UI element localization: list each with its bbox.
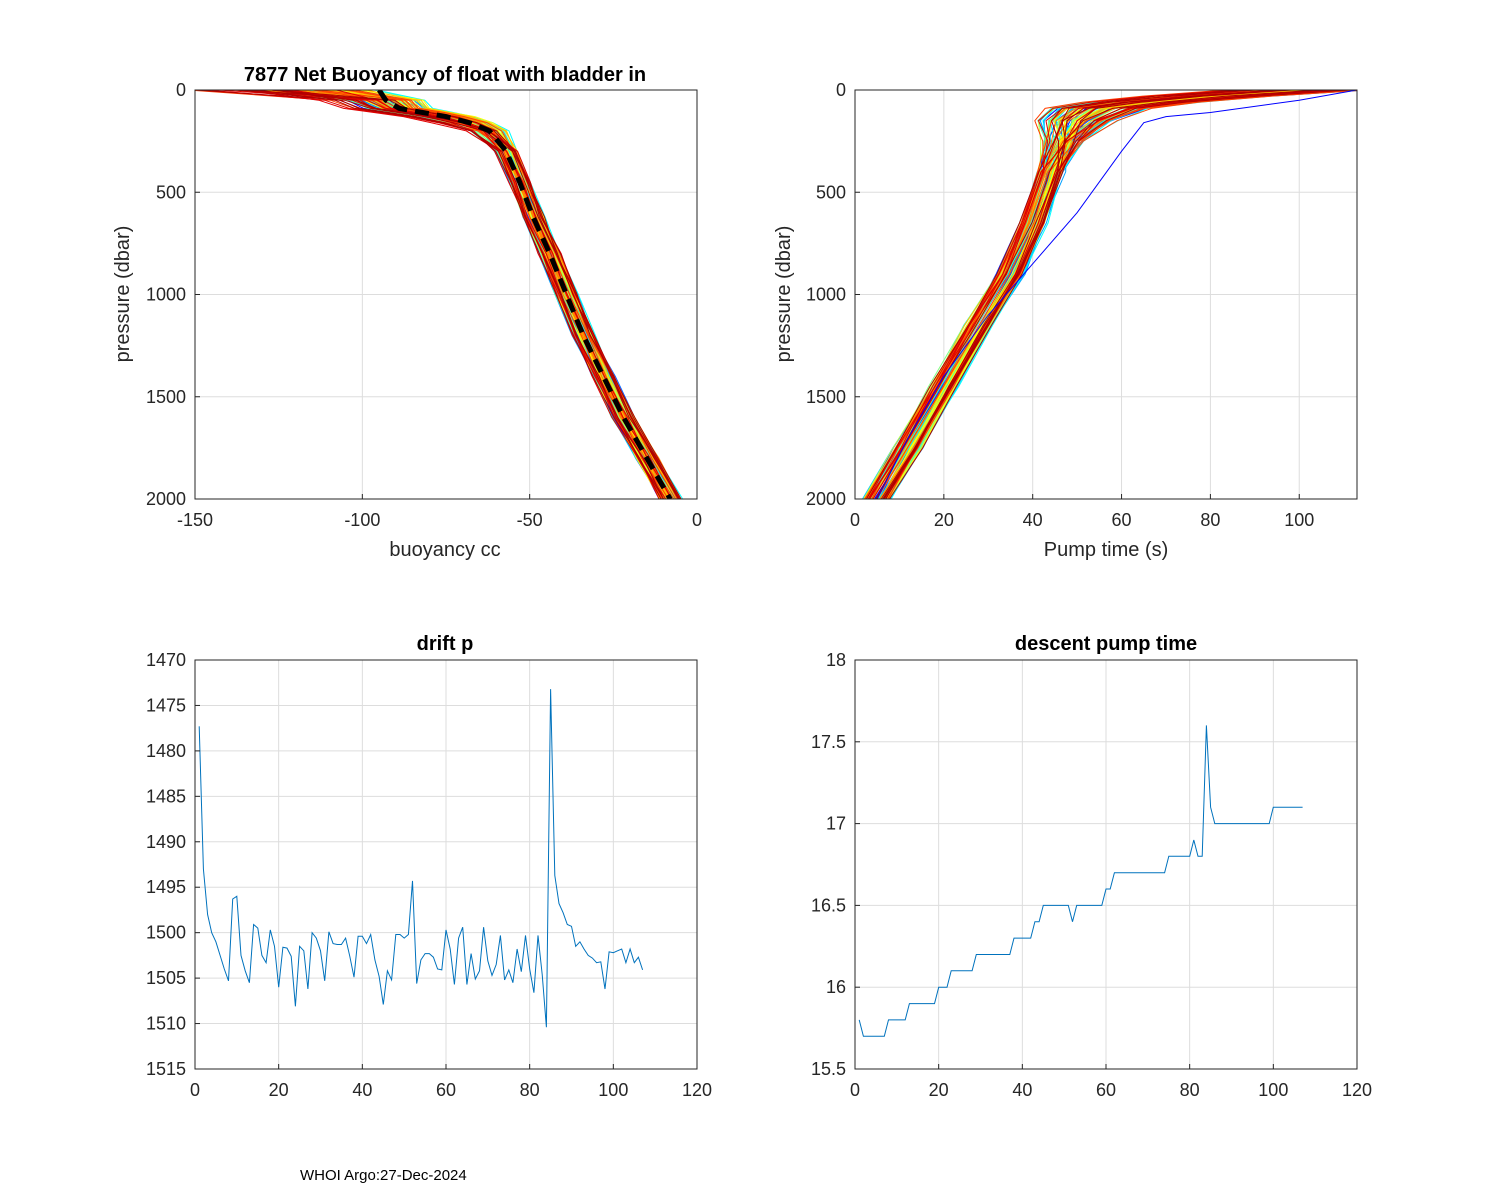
buoyancy-profile-line — [256, 90, 664, 499]
descent-series — [858, 725, 1303, 1037]
buoyancy-ytick-label: 1500 — [146, 387, 186, 407]
buoyancy-xtick-label: -100 — [344, 510, 380, 530]
drift-xtick-label: 40 — [352, 1080, 372, 1100]
descent-ytick-label: 15.5 — [811, 1059, 846, 1079]
descent-xtick-label: 40 — [1012, 1080, 1032, 1100]
buoyancy-ylabel: pressure (dbar) — [112, 226, 134, 363]
descent-ytick-label: 16.5 — [811, 895, 846, 915]
descent-ytick-label: 17 — [826, 814, 846, 834]
footer-stamp: WHOI Argo:27-Dec-2024 — [300, 1167, 467, 1184]
buoyancy-xtick-label: -50 — [517, 510, 543, 530]
buoyancy-profile-line — [274, 90, 682, 499]
buoyancy-mean-line — [377, 90, 673, 499]
drift-ytick-label: 1490 — [146, 832, 186, 852]
buoyancy-xtick-label: 0 — [692, 510, 702, 530]
buoyancy-ytick-label: 2000 — [146, 489, 186, 509]
drift-ytick-label: 1495 — [146, 877, 186, 897]
drift-xtick-label: 120 — [682, 1080, 712, 1100]
pump-profile-line — [868, 90, 1344, 499]
pump-profile-line — [869, 90, 1236, 499]
pump-xtick-label: 60 — [1112, 510, 1132, 530]
pump-profile-line — [883, 90, 1349, 499]
drift-ytick-label: 1485 — [146, 786, 186, 806]
pump-profiles — [862, 90, 1357, 499]
drift-line — [198, 689, 644, 1028]
drift-xtick-label: 80 — [520, 1080, 540, 1100]
pump-ytick-label: 500 — [816, 182, 846, 202]
descent-xtick-label: 20 — [929, 1080, 949, 1100]
drift-xtick-label: 100 — [598, 1080, 628, 1100]
drift-ytick-label: 1505 — [146, 968, 186, 988]
descent-ytick-label: 17.5 — [811, 732, 846, 752]
buoyancy-xtick-label: -150 — [177, 510, 213, 530]
buoyancy-mean-profile — [377, 90, 673, 499]
buoyancy-profile-line — [195, 90, 679, 499]
drift-xtick-label: 20 — [269, 1080, 289, 1100]
pump-profile-line — [880, 90, 1277, 499]
descent-xtick-label: 80 — [1180, 1080, 1200, 1100]
pump-ytick-label: 0 — [836, 80, 846, 100]
pump-ytick-label: 2000 — [806, 489, 846, 509]
descent-xtick-label: 0 — [850, 1080, 860, 1100]
descent-title: descent pump time — [1015, 633, 1197, 655]
drift-ytick-label: 1475 — [146, 695, 186, 715]
pump-profile-line — [889, 90, 1292, 499]
descent-ytick-label: 18 — [826, 650, 846, 670]
pump-xtick-label: 0 — [850, 510, 860, 530]
drift-ytick-label: 1515 — [146, 1059, 186, 1079]
descent-ytick-label: 16 — [826, 977, 846, 997]
drift-series — [198, 689, 644, 1028]
pump-xtick-label: 20 — [934, 510, 954, 530]
pump-xlabel: Pump time (s) — [1044, 539, 1168, 561]
drift-ytick-label: 1480 — [146, 741, 186, 761]
descent-xtick-label: 100 — [1258, 1080, 1288, 1100]
buoyancy-panel: -150 -100 -50 0 0 500 1000 1500 2000 7877 Net Bu… — [112, 64, 702, 561]
drift-title: drift p — [417, 633, 474, 655]
buoyancy-ytick-label: 500 — [156, 182, 186, 202]
pump-xtick-label: 80 — [1200, 510, 1220, 530]
pump-profile-outlier — [876, 90, 1357, 499]
buoyancy-ytick-label: 0 — [176, 80, 186, 100]
buoyancy-title: 7877 Net Buoyancy of float with bladder … — [244, 64, 646, 86]
pump-profile-line — [883, 90, 1256, 499]
drift-ytick-label: 1470 — [146, 650, 186, 670]
drift-ytick-label: 1500 — [146, 923, 186, 943]
drift-xtick-label: 60 — [436, 1080, 456, 1100]
pump-xtick-label: 40 — [1023, 510, 1043, 530]
descent-xtick-label: 120 — [1342, 1080, 1372, 1100]
drift-xtick-label: 0 — [190, 1080, 200, 1100]
pump-ytick-label: 1000 — [806, 285, 846, 305]
descent-line — [858, 725, 1303, 1037]
drift-panel: 0 20 40 60 80 100 120 1470 1475 1480 1485 1490 1495 1… — [146, 633, 712, 1100]
descent-panel: 0 20 40 60 80 100 120 15.5 16 16.5 17 17.5 18 descen… — [811, 633, 1372, 1100]
pump-xtick-label: 100 — [1284, 510, 1314, 530]
pump-ylabel: pressure (dbar) — [773, 226, 795, 363]
pump-ytick-label: 1500 — [806, 387, 846, 407]
drift-ytick-label: 1510 — [146, 1014, 186, 1034]
buoyancy-xlabel: buoyancy cc — [389, 539, 500, 561]
buoyancy-ytick-label: 1000 — [146, 285, 186, 305]
descent-xtick-label: 60 — [1096, 1080, 1116, 1100]
